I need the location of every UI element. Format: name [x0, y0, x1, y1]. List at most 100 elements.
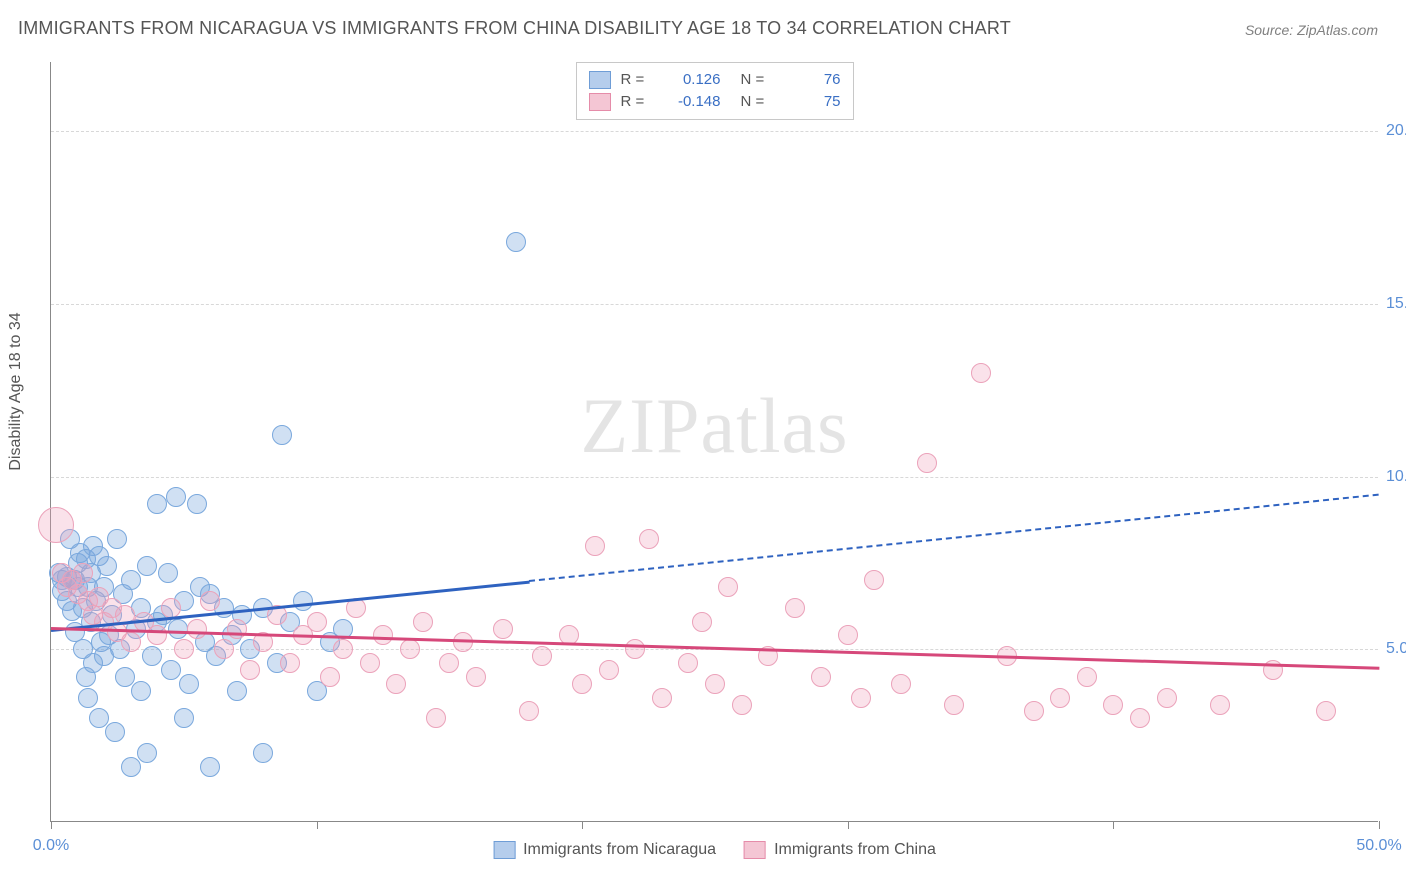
legend-row: R = -0.148 N = 75 [589, 91, 841, 113]
data-point [187, 494, 207, 514]
data-point [572, 674, 592, 694]
data-point [692, 612, 712, 632]
data-point [585, 536, 605, 556]
x-tick-label: 50.0% [1356, 837, 1401, 855]
r-value: 0.126 [661, 69, 721, 91]
x-tick [51, 821, 52, 829]
data-point [718, 577, 738, 597]
watermark: ZIPatlas [581, 381, 849, 471]
correlation-legend: R =0.126N =76R =-0.148N =75 [576, 62, 854, 120]
data-point [373, 625, 393, 645]
data-point [147, 494, 167, 514]
legend-label: Immigrants from Nicaragua [523, 841, 716, 859]
data-point [639, 529, 659, 549]
r-label: R = [621, 91, 651, 113]
data-point [599, 660, 619, 680]
x-tick [848, 821, 849, 829]
data-point [625, 639, 645, 659]
data-point [705, 674, 725, 694]
y-tick-label: 10.0% [1378, 468, 1406, 486]
data-point [307, 612, 327, 632]
y-tick-label: 5.0% [1378, 640, 1406, 658]
data-point [439, 653, 459, 673]
data-point [158, 563, 178, 583]
data-point [785, 598, 805, 618]
data-point [1130, 708, 1150, 728]
data-point [678, 653, 698, 673]
data-point [864, 570, 884, 590]
data-point [105, 722, 125, 742]
data-point [1157, 688, 1177, 708]
data-point [320, 667, 340, 687]
data-point [179, 674, 199, 694]
data-point [532, 646, 552, 666]
legend-swatch [493, 841, 515, 859]
data-point [78, 688, 98, 708]
r-label: R = [621, 69, 651, 91]
data-point [400, 639, 420, 659]
series-legend: Immigrants from Nicaragua Immigrants from… [493, 841, 936, 859]
legend-row: R =0.126N =76 [589, 69, 841, 91]
data-point [506, 232, 526, 252]
data-point [131, 681, 151, 701]
data-point [147, 625, 167, 645]
data-point [944, 695, 964, 715]
chart-title: IMMIGRANTS FROM NICARAGUA VS IMMIGRANTS … [18, 18, 1011, 39]
data-point [519, 701, 539, 721]
data-point [971, 363, 991, 383]
n-label: N = [741, 91, 771, 113]
data-point [97, 556, 117, 576]
data-point [166, 487, 186, 507]
data-point [466, 667, 486, 687]
data-point [73, 563, 93, 583]
data-point [200, 591, 220, 611]
data-point [1316, 701, 1336, 721]
data-point [426, 708, 446, 728]
grid-line [51, 304, 1378, 305]
data-point [121, 632, 141, 652]
data-point [174, 708, 194, 728]
legend-swatch [589, 71, 611, 89]
data-point [280, 653, 300, 673]
n-value: 75 [781, 91, 841, 113]
data-point [240, 660, 260, 680]
data-point [811, 667, 831, 687]
data-point [413, 612, 433, 632]
data-point [1077, 667, 1097, 687]
data-point [174, 639, 194, 659]
plot-area: ZIPatlas R =0.126N =76R =-0.148N =75 Imm… [50, 62, 1378, 822]
legend-swatch [744, 841, 766, 859]
data-point [142, 646, 162, 666]
n-label: N = [741, 69, 771, 91]
grid-line [51, 131, 1378, 132]
r-value: -0.148 [661, 91, 721, 113]
data-point [38, 507, 74, 543]
data-point [253, 743, 273, 763]
x-tick-label: 0.0% [33, 837, 69, 855]
data-point [168, 619, 188, 639]
data-point [1210, 695, 1230, 715]
data-point [161, 660, 181, 680]
x-tick [1379, 821, 1380, 829]
data-point [187, 619, 207, 639]
data-point [227, 619, 247, 639]
y-axis-label: Disability Age 18 to 34 [7, 312, 25, 470]
x-tick [317, 821, 318, 829]
data-point [333, 639, 353, 659]
data-point [1050, 688, 1070, 708]
data-point [652, 688, 672, 708]
data-point [851, 688, 871, 708]
data-point [161, 598, 181, 618]
data-point [214, 639, 234, 659]
data-point [917, 453, 937, 473]
data-point [732, 695, 752, 715]
legend-item: Immigrants from Nicaragua [493, 841, 716, 859]
x-tick [1113, 821, 1114, 829]
legend-label: Immigrants from China [774, 841, 936, 859]
data-point [107, 529, 127, 549]
data-point [137, 556, 157, 576]
data-point [360, 653, 380, 673]
y-tick-label: 20.0% [1378, 122, 1406, 140]
data-point [200, 757, 220, 777]
x-tick [582, 821, 583, 829]
